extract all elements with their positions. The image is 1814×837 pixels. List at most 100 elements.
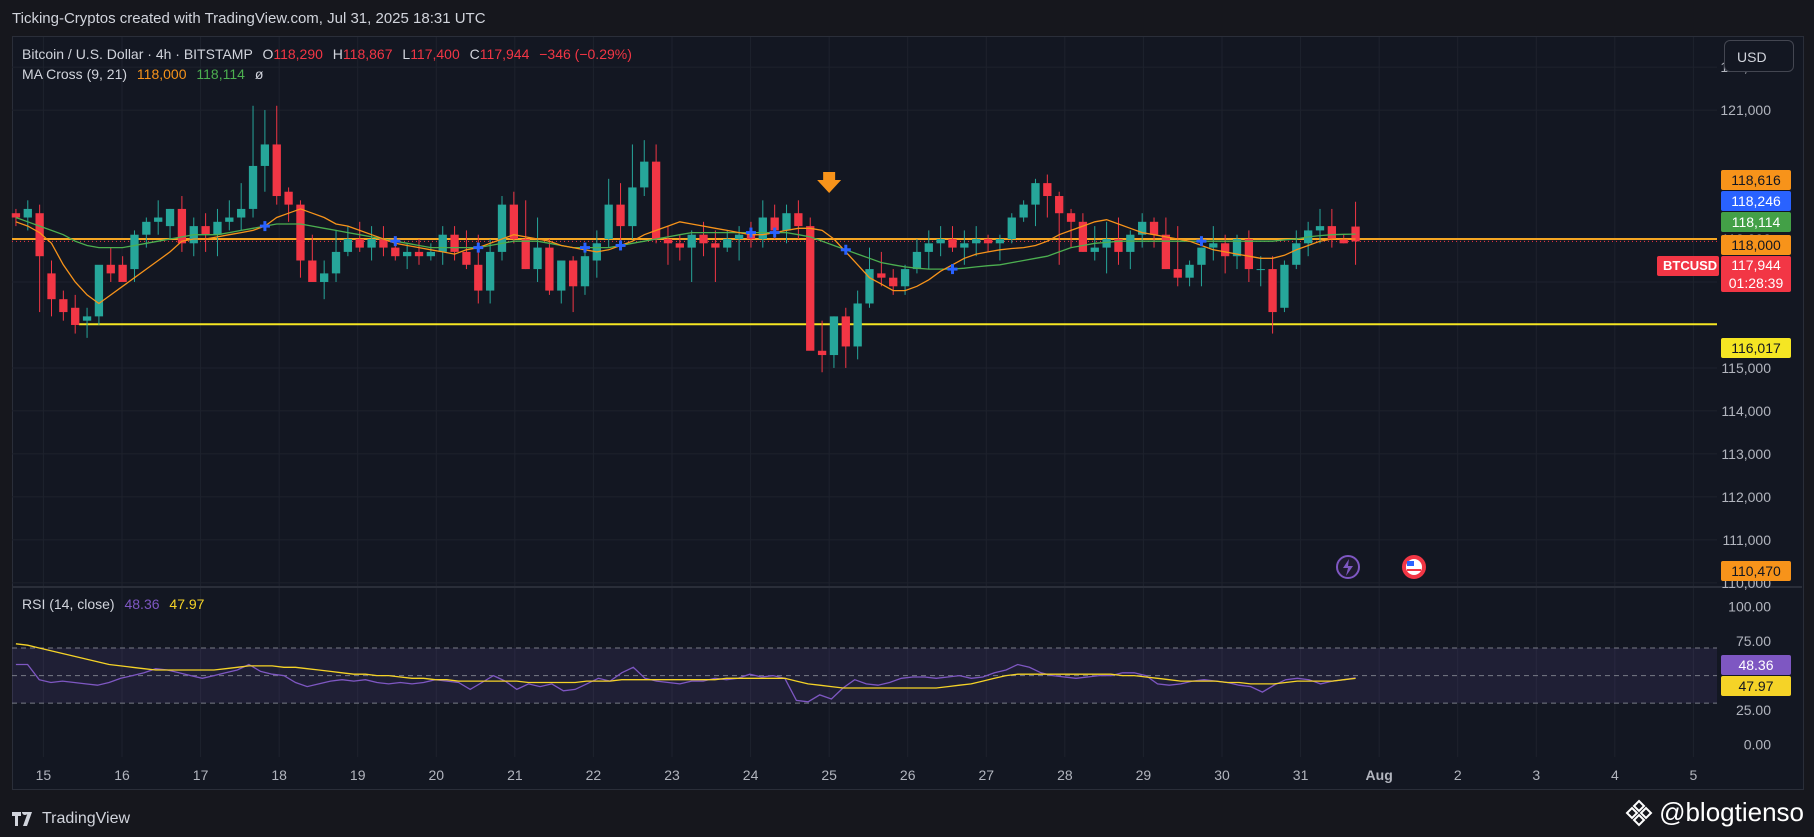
candle [1197,247,1206,287]
time-tick-label: 31 [1293,767,1309,783]
candle-body [1209,243,1218,248]
candle-body [1232,239,1242,257]
candle-body [82,316,92,321]
candle [450,226,459,261]
candle [1256,256,1265,287]
candle [675,234,684,261]
candle [485,239,495,304]
candle [948,226,957,252]
candle [616,183,625,244]
candle [545,239,554,295]
candle-body [580,256,590,287]
candle-body [568,260,578,287]
candle-body [450,234,459,252]
candle-body [296,204,305,261]
candle-body [355,239,364,248]
candle-body [331,251,341,274]
candle [734,226,744,261]
watermark-text: @blogtienso [1659,797,1804,827]
high-label: H [332,46,343,62]
candle [379,226,388,257]
time-tick-label: 3 [1532,767,1540,783]
event-icons [1336,555,1426,579]
candle-body [900,269,910,287]
rsi-ma-tag: 47.97 [1721,676,1791,696]
hide-icon[interactable]: ø [254,66,264,82]
candle [497,196,507,261]
candle [296,200,305,278]
candle [59,290,68,321]
candle [71,294,80,334]
rsi-tick-label: 0.00 [1744,737,1771,753]
candle-body [225,217,234,222]
candle-body [248,165,258,209]
candle-body [284,191,293,205]
symbol-title: Bitcoin / U.S. Dollar · 4h · BITSTAMP [22,46,253,62]
candle-body [474,264,483,291]
rsi-legend[interactable]: RSI (14, close) 48.36 47.97 [22,596,204,612]
candle [663,226,673,265]
candle-body [1078,221,1088,252]
ma-cross-marker [745,227,756,238]
candle [1280,260,1289,313]
candle-body [1149,221,1159,235]
price-tick-label: 114,000 [1721,403,1771,419]
candle [403,243,412,270]
change-value: −346 (−0.29%) [539,46,632,62]
candle-body [806,226,815,351]
time-tick-label: 20 [428,767,444,783]
candle-body [651,161,661,240]
candle [1019,200,1028,222]
candle [1315,208,1325,244]
candle-body [699,234,708,244]
candle-body [320,273,329,282]
candle-body [1019,204,1028,218]
candle-body [391,247,400,257]
close-label: C [469,46,480,62]
candle [829,316,839,368]
candle-body [1173,269,1182,278]
candle-body [497,204,507,252]
attribution-bar: Ticking-Cryptos created with TradingView… [0,0,1814,36]
candle [758,200,767,248]
candle [1351,201,1360,265]
ma-cross-marker [947,264,958,275]
flag-canton [1407,561,1414,566]
candle-body [687,234,696,248]
candle [1232,234,1242,270]
open-label: O [262,46,274,62]
rsi-pane: 100.00 75.00 25.00 0.00 [12,599,1771,753]
tradingview-logo[interactable]: TradingView [12,810,130,828]
candle-body [213,221,222,235]
candle [568,256,578,313]
candle [308,234,317,282]
candle [260,110,270,192]
candle-body [71,307,80,325]
rsi-tick-label: 25.00 [1736,702,1771,718]
candle [355,221,364,252]
ma-cross-marker [473,242,484,253]
candle-body [1138,221,1147,235]
candle [94,264,104,325]
ma-legend[interactable]: MA Cross (9, 21) 118,000 118,114 ø [22,66,263,82]
candle-body [1292,243,1301,265]
candle-body [1031,183,1040,205]
price-tag-118000: 118,000 [1721,235,1791,255]
candle-body [936,239,945,244]
ma-cross-marker [579,242,590,253]
candle [1031,178,1040,227]
lightning-event-icon [1336,555,1360,579]
candle [343,226,353,257]
symbol-legend[interactable]: Bitcoin / U.S. Dollar · 4h · BITSTAMP O1… [22,46,632,62]
candle-body [1043,183,1052,197]
ma-slow-line [15,216,1356,270]
currency-button[interactable]: USD [1724,40,1794,72]
candle-body [1114,239,1123,252]
time-tick-label: Aug [1366,767,1393,783]
candle-body [509,204,518,240]
candle-body [438,234,447,252]
candle-body [11,213,21,218]
ma-cross-marker [259,221,270,232]
candle-body [201,226,210,235]
